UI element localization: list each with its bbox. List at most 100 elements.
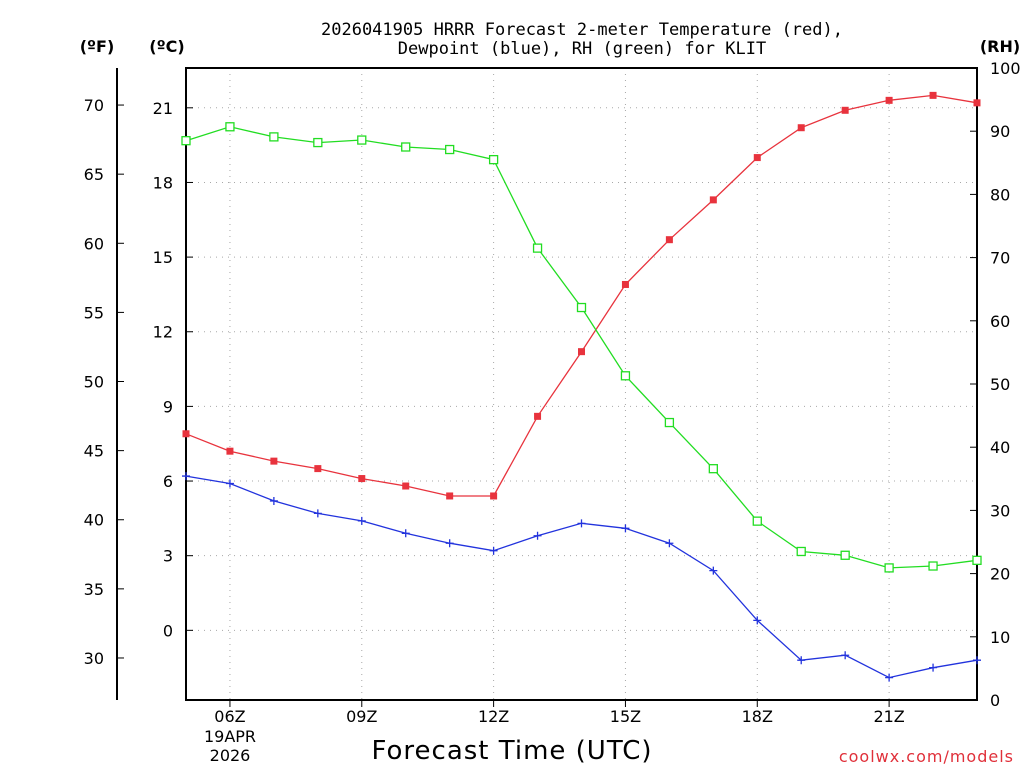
fahrenheit-tick-label: 60 xyxy=(84,234,104,253)
temperature-c-point xyxy=(885,96,893,104)
rh-point xyxy=(884,563,894,573)
dewpoint-c-point xyxy=(753,616,762,625)
celsius-tick-label: 18 xyxy=(153,173,173,192)
fahrenheit-tick-label: 65 xyxy=(84,165,104,184)
rh-tick-label: 70 xyxy=(990,249,1010,268)
rh-point xyxy=(620,371,631,381)
dewpoint-c-point xyxy=(577,519,586,528)
rh-tick-label: 80 xyxy=(990,185,1010,204)
celsius-tick-label: 21 xyxy=(153,99,173,118)
rh-point xyxy=(752,516,762,526)
celsius-tick-label: 6 xyxy=(163,472,173,491)
temperature-c-point xyxy=(358,475,366,483)
rh-point xyxy=(401,142,411,152)
rh-tick-label: 40 xyxy=(990,438,1010,457)
dewpoint-c-point xyxy=(225,479,234,488)
chart-title-line-1: 2026041905 HRRR Forecast 2-meter Tempera… xyxy=(321,20,843,40)
x-tick-label: 12Z xyxy=(478,707,509,726)
dewpoint-c-point xyxy=(929,663,938,672)
rh-point xyxy=(708,464,718,474)
celsius-tick-label: 0 xyxy=(163,621,173,640)
dewpoint-c-point xyxy=(665,539,674,548)
axes-ticks: 06Z 09Z 12Z 15Z 18Z 21Z 0 3 6 9 12 15 18 21 30 35 40 45 50… xyxy=(84,59,1021,726)
temperature-c-point xyxy=(665,236,673,244)
rh-tick-label: 20 xyxy=(990,565,1010,584)
x-date-label-month: 19APR xyxy=(204,727,256,746)
temperature-c-point xyxy=(753,154,761,162)
dewpoint-c-point xyxy=(797,656,806,665)
temperature-c-point xyxy=(270,457,278,465)
celsius-tick-label: 12 xyxy=(153,323,173,342)
rh-point xyxy=(225,122,235,132)
dewpoint-c-point xyxy=(709,566,718,575)
rh-point xyxy=(181,136,191,146)
fahrenheit-tick-label: 70 xyxy=(84,96,104,115)
rh-point xyxy=(488,154,499,165)
temperature-c-point xyxy=(621,280,629,288)
temperature-c-point xyxy=(797,124,805,132)
temperature-c-point xyxy=(709,196,717,204)
rh-point xyxy=(445,144,455,155)
x-tick-label: 06Z xyxy=(214,707,245,726)
celsius-tick-label: 9 xyxy=(163,397,173,416)
rh-point xyxy=(313,137,323,148)
temperature-c-point xyxy=(841,106,849,114)
x-date-label-year: 2026 xyxy=(210,746,251,765)
temperature-c-point xyxy=(490,492,498,500)
celsius-unit-label: (ºC) xyxy=(149,37,184,56)
dewpoint-c-point xyxy=(357,516,366,525)
rh-point xyxy=(269,132,279,142)
fahrenheit-tick-label: 45 xyxy=(84,442,104,461)
rh-point xyxy=(664,417,675,428)
rh-tick-label: 60 xyxy=(990,312,1010,331)
rh-point xyxy=(532,243,543,253)
temperature-c-point xyxy=(182,430,190,438)
temperature-c-point xyxy=(973,99,981,107)
x-tick-label: 09Z xyxy=(346,707,377,726)
temperature-c-line xyxy=(185,94,978,497)
celsius-tick-label: 3 xyxy=(163,547,173,566)
rh-point xyxy=(576,302,587,313)
fahrenheit-unit-label: (ºF) xyxy=(80,37,115,56)
dewpoint-c-point xyxy=(182,472,190,481)
chart-title-line-2: Dewpoint (blue), RH (green) for KLIT xyxy=(398,39,766,59)
rh-tick-label: 0 xyxy=(990,691,1000,710)
rh-point xyxy=(357,135,367,145)
credit-text: coolwx.com/models xyxy=(839,747,1014,766)
fahrenheit-tick-label: 50 xyxy=(84,373,104,392)
rh-tick-label: 90 xyxy=(990,122,1010,141)
dewpoint-c-point xyxy=(841,651,850,660)
dewpoint-c-line xyxy=(185,475,978,679)
dewpoint-c-point xyxy=(313,509,322,518)
celsius-tick-label: 15 xyxy=(153,248,173,267)
gridlines xyxy=(186,68,977,700)
fahrenheit-tick-label: 40 xyxy=(84,511,104,530)
dewpoint-c-point xyxy=(621,524,630,533)
rh-point xyxy=(972,555,982,565)
dewpoint-c-point xyxy=(269,496,278,505)
data-series xyxy=(181,91,982,682)
x-tick-label: 15Z xyxy=(610,707,641,726)
rh-tick-label: 10 xyxy=(990,628,1010,647)
rh-tick-label: 50 xyxy=(990,375,1010,394)
rh-unit-label: (RH) xyxy=(980,37,1020,56)
dewpoint-c-point xyxy=(533,531,542,540)
rh-point xyxy=(840,550,850,560)
fahrenheit-tick-label: 35 xyxy=(84,580,104,599)
temperature-c-point xyxy=(226,447,234,455)
rh-point xyxy=(928,561,938,571)
temperature-c-point xyxy=(534,412,542,420)
dewpoint-c-point xyxy=(885,673,894,682)
rh-line xyxy=(185,126,978,569)
rh-point xyxy=(796,546,806,557)
dewpoint-c-point xyxy=(973,656,981,665)
x-tick-label: 18Z xyxy=(742,707,773,726)
rh-tick-label: 30 xyxy=(990,501,1010,520)
x-axis-title: Forecast Time (UTC) xyxy=(371,736,652,766)
dewpoint-c-point xyxy=(445,539,454,548)
fahrenheit-tick-label: 55 xyxy=(84,303,104,322)
temperature-c-point xyxy=(314,465,322,473)
temperature-c-point xyxy=(402,482,410,490)
dewpoint-c-point xyxy=(401,529,410,538)
